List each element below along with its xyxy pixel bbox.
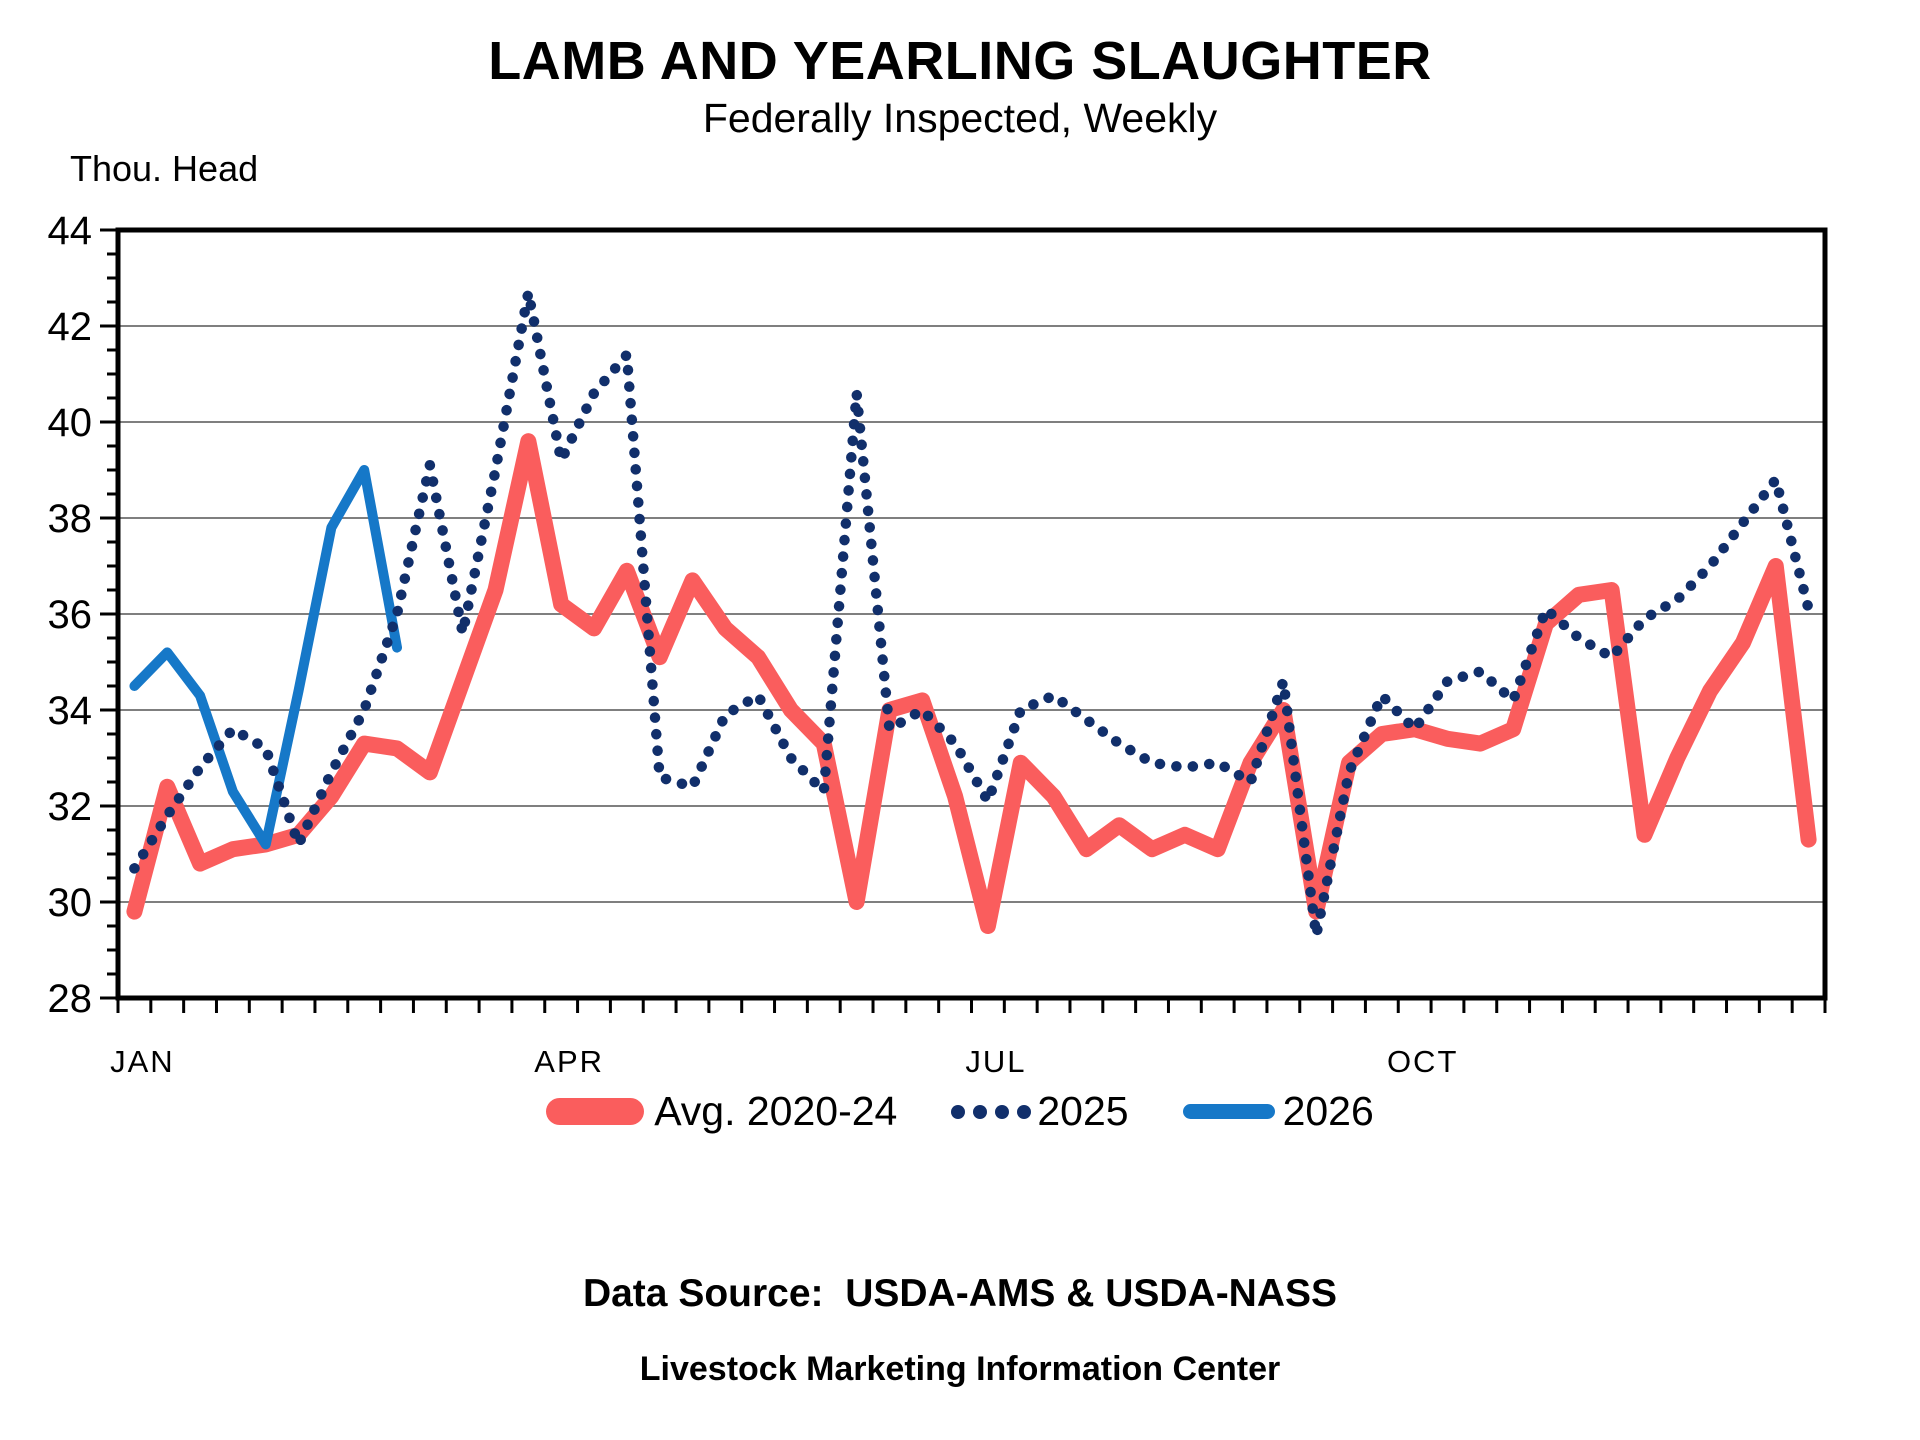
legend-label-avg: Avg. 2020-24 [654, 1088, 898, 1134]
y-axis-label-42: 42 [48, 305, 93, 349]
data-source-text: Data Source: USDA-AMS & USDA-NASS [582, 1272, 1338, 1315]
legend-label-2026: 2026 [1282, 1088, 1374, 1134]
dot-icon [995, 1104, 1010, 1119]
x-axis-label-oct: OCT [1387, 1044, 1458, 1079]
y-axis-label-30: 30 [48, 881, 93, 925]
dotted-2025-line-swatch [951, 1104, 1032, 1119]
chart-title: LAMB AND YEARLING SLAUGHTER [488, 31, 1432, 91]
y-axis-label-32: 32 [48, 785, 93, 829]
avg-2020-24-line-swatch [546, 1098, 645, 1125]
y-axis-label-44: 44 [48, 209, 93, 253]
legend-item-2025: 2025 [951, 1088, 1129, 1135]
dot-icon [951, 1104, 966, 1119]
dot-icon [973, 1104, 988, 1119]
legend-item-avg: Avg. 2020-24 [546, 1088, 897, 1135]
chart-subtitle: Federally Inspected, Weekly [702, 95, 1218, 141]
blue-2026-line-swatch [1182, 1104, 1275, 1119]
legend-label-2025: 2025 [1037, 1088, 1129, 1134]
y-axis-label-38: 38 [48, 497, 93, 541]
chart-legend: Avg. 2020-24 2025 2026 [0, 1088, 1920, 1135]
series-line-avg-2020-24 [126, 433, 1817, 934]
y-axis-label-40: 40 [48, 401, 93, 445]
plot-border [115, 227, 1828, 1001]
x-axis-label-jul: JUL [965, 1044, 1026, 1079]
y-axis-unit-label: Thou. Head [70, 148, 259, 189]
legend-item-2026: 2026 [1182, 1088, 1374, 1135]
series-line-2026 [129, 465, 403, 850]
y-axis-label-36: 36 [48, 593, 93, 637]
lmic-credit-text: Livestock Marketing Information Center [639, 1350, 1281, 1388]
dot-icon [1017, 1104, 1032, 1119]
y-axis-label-28: 28 [48, 977, 93, 1021]
x-axis-label-apr: APR [534, 1044, 604, 1079]
y-axis-label-34: 34 [48, 689, 93, 733]
x-axis-label-jan: JAN [110, 1044, 175, 1079]
